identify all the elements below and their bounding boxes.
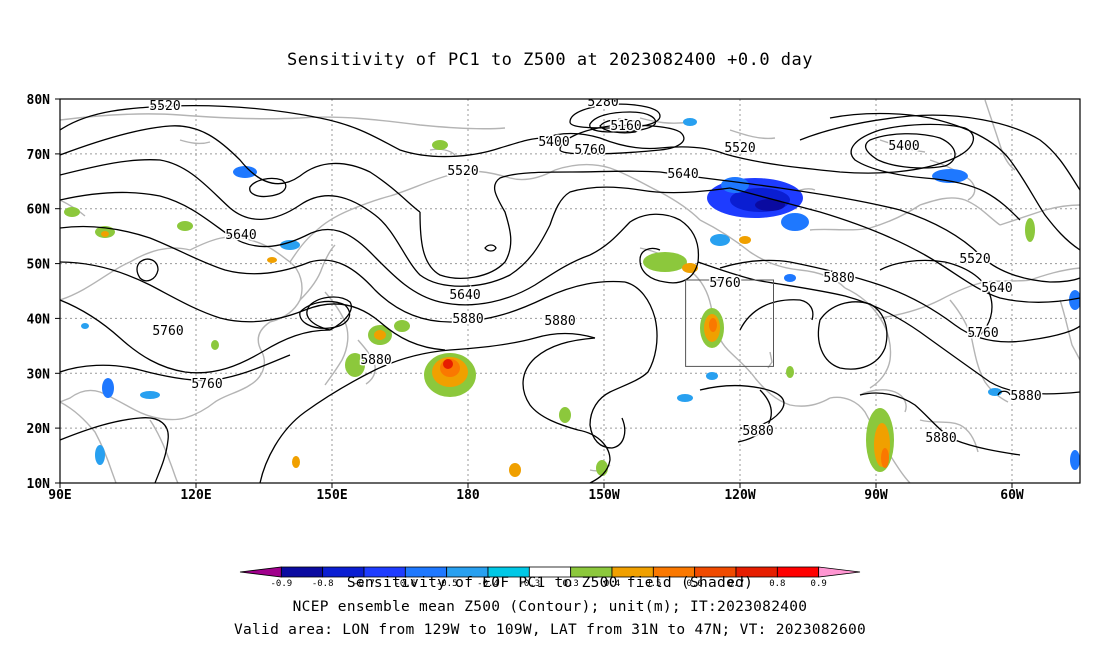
colorbar-tick-label: -0.4 — [477, 579, 499, 589]
contour-label: 5160 — [610, 119, 641, 134]
lon-label: 90W — [864, 488, 888, 503]
contour-labels: 5520 5280 5160 5400 5520 5400 5520 5640 5640 5640… — [148, 95, 1043, 448]
contour-label: 5640 — [449, 288, 480, 303]
contour-label: 5400 — [538, 135, 569, 150]
lat-label: 80N — [27, 93, 51, 108]
colorbar-tick-label: -0.3 — [518, 579, 540, 589]
colorbar-tick-label: -0.9 — [270, 579, 292, 589]
caption-valid-area: Valid area: LON from 129W to 109W, LAT f… — [233, 622, 867, 638]
contour-label: 5640 — [667, 167, 698, 182]
colorbar-tick-label: 0.5 — [645, 579, 661, 589]
contour-label: 5640 — [981, 281, 1012, 296]
contour-label: 5400 — [888, 139, 919, 154]
lat-label: 60N — [27, 203, 51, 218]
contour-label: 5880 — [823, 271, 854, 286]
colorbar-tick-label: 0.9 — [811, 579, 827, 589]
lat-label: 40N — [27, 312, 51, 327]
contour-label: 5760 — [152, 324, 183, 339]
lon-label: 90E — [48, 488, 71, 503]
contour-label: 5520 — [149, 99, 180, 114]
lon-label: 150E — [316, 488, 347, 503]
map-title: Sensitivity of PC1 to Z500 at 2023082400… — [286, 50, 813, 70]
colorbar-tick-label: -0.6 — [394, 579, 416, 589]
map-frame — [59, 98, 1081, 484]
contour-label: 5520 — [724, 141, 755, 156]
longitude-labels: 90E 120E 150E 180 150W 120W 90W 60W — [48, 488, 1024, 503]
colorbar-tick-label: 0.6 — [687, 579, 703, 589]
lat-label: 10N — [27, 477, 51, 492]
contour-label: 5880 — [742, 424, 773, 439]
contour-label: 5640 — [225, 228, 256, 243]
lat-label: 30N — [27, 367, 51, 382]
contour-label: 5880 — [360, 353, 391, 368]
contour-label: 5880 — [925, 431, 956, 446]
contour-label: 5760 — [709, 276, 740, 291]
lon-label: 60W — [1000, 488, 1024, 503]
lat-label: 20N — [27, 422, 51, 437]
lat-label: 70N — [27, 148, 51, 163]
contour-label: 5880 — [1010, 389, 1041, 404]
caption-shaded: Sensitivity of EOF PC1 to Z500 field (Sh… — [346, 575, 754, 591]
lon-label: 150W — [588, 488, 619, 503]
valid-area-box — [685, 279, 774, 367]
colorbar-swatch — [818, 566, 861, 578]
contour-label: 5520 — [447, 164, 478, 179]
contour-label: 5280 — [587, 95, 618, 110]
contour-label: 5880 — [544, 314, 575, 329]
lat-label: 50N — [27, 258, 51, 273]
colorbar-tick-label: -0.5 — [436, 579, 458, 589]
colorbar — [239, 566, 861, 578]
colorbar-tick-label: -0.7 — [353, 579, 375, 589]
colorbar-ticks: -0.9 -0.8 -0.7 -0.6 -0.5 -0.4 -0.3 0.3 0.4 0.5 0.6… — [270, 579, 826, 589]
colorbar-tick-label: 0.4 — [604, 579, 620, 589]
colorbar-tick-label: 0.3 — [563, 579, 579, 589]
contour-label: 5880 — [452, 312, 483, 327]
contour-label: 5760 — [191, 377, 222, 392]
latitude-labels: 80N 70N 60N 50N 40N 30N 20N 10N — [27, 93, 51, 492]
colorbar-tick-label: 0.7 — [728, 579, 744, 589]
lon-label: 120E — [180, 488, 211, 503]
axis-ticks — [55, 98, 1013, 488]
colorbar-tick-label: -0.8 — [312, 579, 334, 589]
contour-label: 5760 — [574, 143, 605, 158]
coastlines — [60, 99, 1080, 483]
gridlines — [60, 99, 1080, 483]
lon-label: 120W — [724, 488, 755, 503]
colorbar-tick-label: 0.8 — [769, 579, 785, 589]
z500-contours — [60, 103, 1080, 483]
lon-label: 180 — [456, 488, 480, 503]
caption-contour: NCEP ensemble mean Z500 (Contour); unit(… — [292, 599, 808, 615]
contour-label: 5760 — [967, 326, 998, 341]
contour-label: 5520 — [959, 252, 990, 267]
